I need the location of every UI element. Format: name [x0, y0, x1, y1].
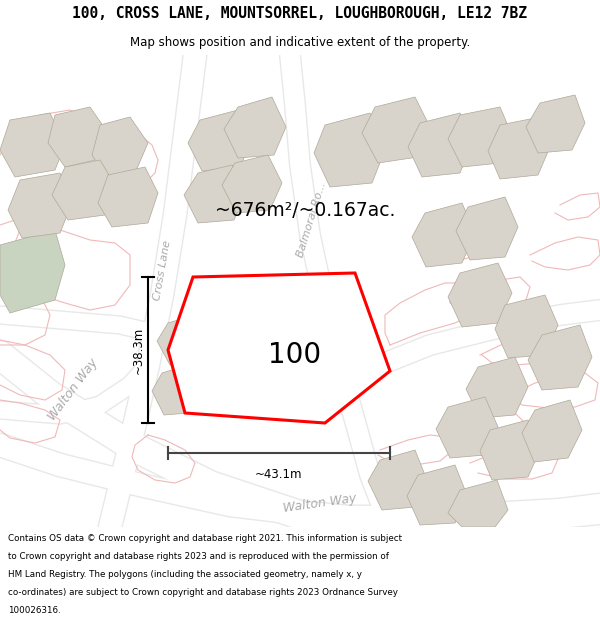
Polygon shape: [466, 357, 528, 418]
Text: 100: 100: [268, 341, 322, 369]
Polygon shape: [8, 173, 72, 238]
Polygon shape: [98, 167, 158, 227]
Polygon shape: [407, 465, 467, 525]
Text: Walton Way: Walton Way: [283, 491, 358, 514]
Polygon shape: [0, 113, 65, 177]
Polygon shape: [157, 315, 207, 365]
Polygon shape: [528, 325, 592, 390]
Polygon shape: [314, 113, 385, 187]
Text: to Crown copyright and database rights 2023 and is reproduced with the permissio: to Crown copyright and database rights 2…: [8, 552, 389, 561]
Text: 100, CROSS LANE, MOUNTSORREL, LOUGHBOROUGH, LE12 7BZ: 100, CROSS LANE, MOUNTSORREL, LOUGHBOROU…: [73, 6, 527, 21]
Polygon shape: [48, 107, 108, 167]
Text: Balmoral Ro...: Balmoral Ro...: [296, 181, 328, 259]
Polygon shape: [52, 160, 115, 220]
Polygon shape: [188, 110, 252, 171]
Polygon shape: [526, 95, 585, 153]
Polygon shape: [448, 263, 512, 327]
Text: 100026316.: 100026316.: [8, 606, 61, 616]
Polygon shape: [0, 230, 65, 313]
Text: co-ordinates) are subject to Crown copyright and database rights 2023 Ordnance S: co-ordinates) are subject to Crown copyr…: [8, 588, 398, 598]
Text: Walton Way: Walton Way: [46, 356, 100, 424]
Text: Cross Lane: Cross Lane: [152, 239, 172, 301]
Polygon shape: [362, 97, 430, 163]
Polygon shape: [448, 107, 512, 167]
Text: Map shows position and indicative extent of the property.: Map shows position and indicative extent…: [130, 36, 470, 49]
Text: HM Land Registry. The polygons (including the associated geometry, namely x, y: HM Land Registry. The polygons (includin…: [8, 570, 362, 579]
Polygon shape: [436, 397, 498, 458]
Polygon shape: [368, 450, 427, 510]
Text: ~38.3m: ~38.3m: [131, 326, 145, 374]
Polygon shape: [495, 295, 558, 358]
Polygon shape: [412, 203, 475, 267]
Polygon shape: [488, 117, 550, 179]
Polygon shape: [92, 117, 148, 180]
Text: Contains OS data © Crown copyright and database right 2021. This information is : Contains OS data © Crown copyright and d…: [8, 534, 402, 543]
Polygon shape: [480, 420, 540, 480]
Text: ~676m²/~0.167ac.: ~676m²/~0.167ac.: [215, 201, 395, 219]
Polygon shape: [224, 97, 286, 158]
Polygon shape: [408, 113, 472, 177]
Polygon shape: [184, 165, 246, 223]
Polygon shape: [522, 400, 582, 462]
Polygon shape: [448, 480, 508, 527]
Text: ~43.1m: ~43.1m: [255, 468, 303, 481]
Polygon shape: [168, 273, 390, 423]
Polygon shape: [152, 365, 200, 415]
Polygon shape: [222, 155, 282, 213]
Polygon shape: [456, 197, 518, 260]
